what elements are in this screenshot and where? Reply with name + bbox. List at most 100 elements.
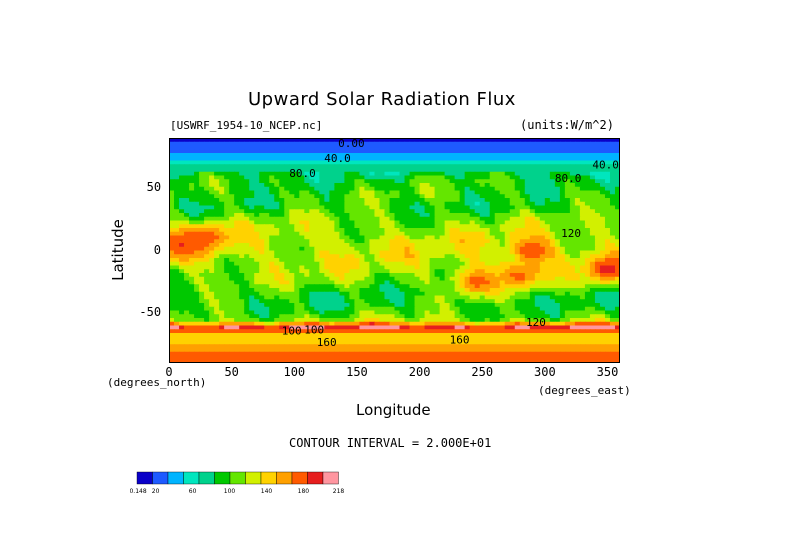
contour-cell bbox=[604, 190, 611, 195]
contour-cell bbox=[319, 156, 325, 162]
contour-cell bbox=[594, 250, 601, 255]
contour-cell bbox=[219, 310, 225, 315]
contour-cell bbox=[224, 190, 230, 195]
contour-cell bbox=[264, 310, 270, 315]
contour-cell bbox=[364, 160, 371, 165]
contour-cell bbox=[374, 164, 381, 169]
contour-cell bbox=[274, 239, 280, 244]
contour-cell bbox=[324, 138, 330, 143]
contour-cell bbox=[259, 310, 265, 315]
contour-cell bbox=[339, 138, 345, 143]
contour-cell bbox=[474, 318, 481, 323]
contour-cell bbox=[329, 224, 335, 229]
contour-cell bbox=[219, 243, 225, 248]
contour-cell bbox=[464, 246, 471, 252]
contour-cell bbox=[244, 321, 250, 327]
contour-cell bbox=[584, 340, 591, 345]
contour-cell bbox=[539, 318, 546, 323]
contour-cell bbox=[584, 306, 591, 312]
contour-cell bbox=[444, 235, 451, 240]
contour-cell bbox=[414, 156, 421, 162]
contour-cell bbox=[339, 183, 345, 188]
contour-cell bbox=[354, 231, 361, 237]
contour-cell bbox=[449, 141, 456, 147]
contour-cell bbox=[284, 303, 290, 308]
contour-cell bbox=[324, 228, 330, 233]
contour-cell bbox=[204, 344, 210, 349]
contour-cell bbox=[229, 258, 235, 263]
contour-cell bbox=[369, 303, 376, 308]
contour-cell bbox=[564, 209, 571, 214]
contour-cell bbox=[394, 258, 401, 263]
contour-cell bbox=[559, 299, 566, 304]
contour-cell bbox=[399, 175, 406, 180]
contour-cell bbox=[379, 149, 386, 154]
contour-cell bbox=[359, 344, 366, 349]
contour-cell bbox=[399, 228, 406, 233]
contour-cell bbox=[369, 220, 376, 225]
contour-cell bbox=[589, 194, 596, 199]
contour-cell bbox=[239, 299, 245, 304]
contour-cell bbox=[554, 258, 561, 263]
contour-cell bbox=[274, 265, 280, 270]
contour-cell bbox=[229, 243, 235, 248]
contour-cell bbox=[239, 329, 245, 334]
contour-cell bbox=[339, 254, 345, 259]
contour-cell bbox=[614, 340, 620, 345]
contour-cell bbox=[279, 198, 285, 203]
contour-cell bbox=[534, 280, 541, 285]
contour-cell bbox=[319, 175, 325, 180]
contour-cell bbox=[464, 209, 471, 214]
contour-cell bbox=[519, 299, 526, 304]
contour-cell bbox=[194, 194, 200, 199]
contour-cell bbox=[559, 288, 566, 293]
contour-cell bbox=[479, 175, 486, 180]
contour-cell bbox=[179, 295, 185, 300]
contour-cell bbox=[539, 329, 546, 334]
contour-cell bbox=[524, 336, 531, 342]
contour-cell bbox=[609, 261, 616, 267]
contour-cell bbox=[424, 194, 431, 199]
contour-cell bbox=[284, 310, 290, 315]
contour-cell bbox=[324, 213, 330, 218]
contour-cell bbox=[194, 228, 200, 233]
contour-cell bbox=[584, 145, 591, 150]
contour-cell bbox=[434, 258, 441, 263]
contour-cell bbox=[339, 269, 345, 274]
contour-cell bbox=[224, 325, 230, 330]
contour-cell bbox=[374, 239, 381, 244]
contour-cell bbox=[234, 141, 240, 147]
contour-cell bbox=[529, 239, 536, 244]
contour-cell bbox=[489, 141, 496, 147]
contour-cell bbox=[369, 186, 376, 192]
contour-cell bbox=[299, 194, 305, 199]
contour-cell bbox=[499, 194, 506, 199]
contour-cell bbox=[249, 325, 255, 330]
contour-cell bbox=[609, 295, 616, 300]
contour-cell bbox=[344, 288, 350, 293]
contour-cell bbox=[524, 213, 531, 218]
contour-cell bbox=[299, 291, 305, 297]
contour-cell bbox=[514, 175, 521, 180]
contour-cell bbox=[384, 175, 391, 180]
contour-cell bbox=[244, 329, 250, 334]
contour-cell bbox=[469, 209, 476, 214]
contour-cell bbox=[284, 231, 290, 237]
contour-cell bbox=[289, 269, 295, 274]
contour-cell bbox=[589, 175, 596, 180]
contour-cell bbox=[389, 321, 396, 327]
contour-cell bbox=[304, 145, 310, 150]
contour-cell bbox=[239, 149, 245, 154]
contour-cell bbox=[279, 228, 285, 233]
contour-cell bbox=[559, 306, 566, 312]
contour-cell bbox=[404, 325, 411, 330]
contour-cell bbox=[269, 321, 275, 327]
contour-cell bbox=[604, 205, 611, 210]
contour-cell bbox=[334, 299, 340, 304]
contour-cell bbox=[344, 306, 350, 312]
contour-cell bbox=[559, 138, 566, 143]
contour-cell bbox=[399, 171, 406, 177]
contour-cell bbox=[564, 205, 571, 210]
contour-cell bbox=[579, 201, 586, 207]
contour-cell bbox=[509, 280, 516, 285]
